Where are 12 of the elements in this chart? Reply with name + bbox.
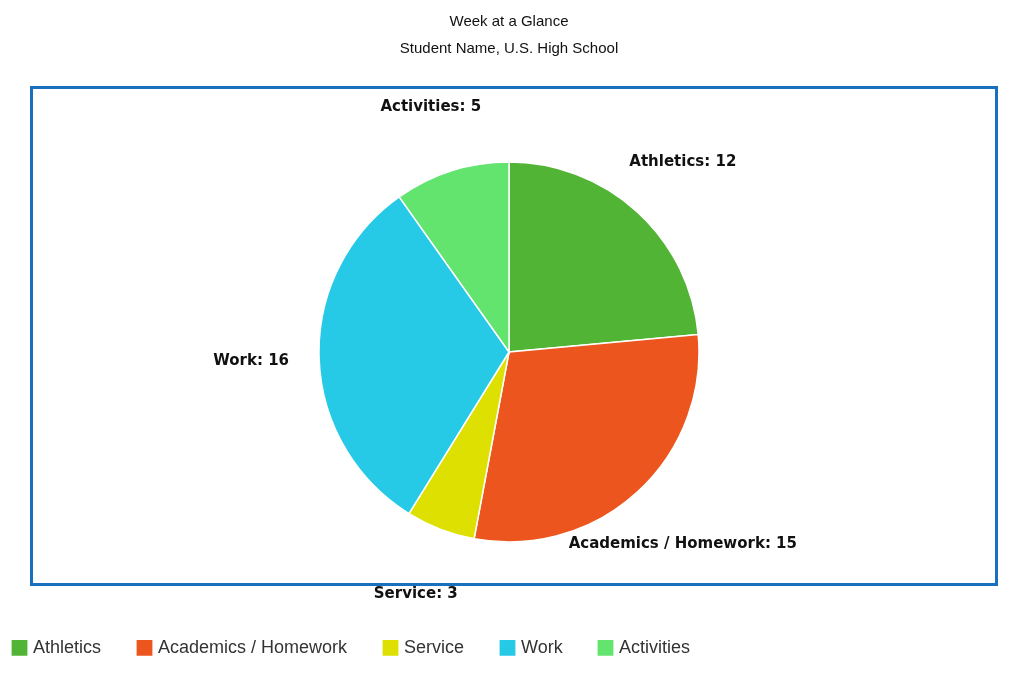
data-label: Service: 3	[373, 583, 458, 602]
legend-label: Activities	[619, 636, 691, 657]
legend-label: Work	[521, 636, 564, 657]
data-label: Activities: 5	[380, 97, 482, 116]
data-label: Work: 16	[213, 350, 290, 369]
chart-subtitle: Student Name, U.S. High School	[399, 39, 619, 56]
data-label: Athletics: 12	[629, 152, 737, 171]
legend-label: Academics / Homework	[158, 636, 349, 657]
chart-title: Week at a Glance	[449, 12, 569, 29]
legend-label: Athletics	[33, 636, 102, 657]
data-label: Academics / Homework: 15	[568, 533, 797, 552]
legend-label: Service	[404, 636, 465, 657]
